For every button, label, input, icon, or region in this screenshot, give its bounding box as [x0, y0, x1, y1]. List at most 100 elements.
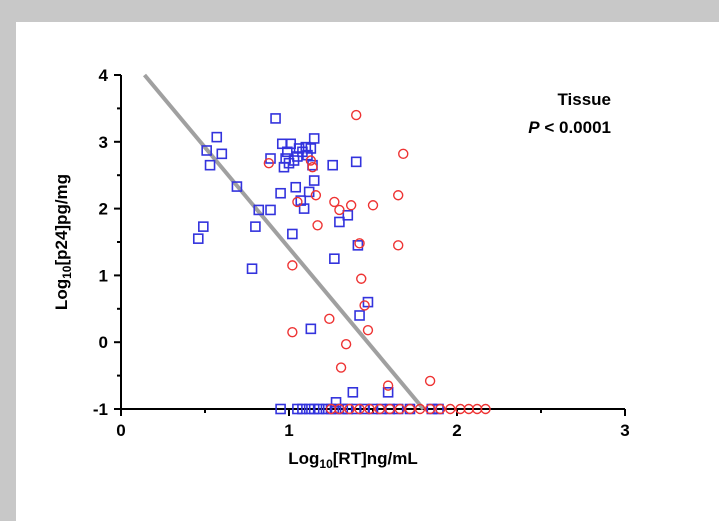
regression-line — [142, 73, 425, 411]
data-point-circle — [345, 200, 357, 211]
data-point-circle — [307, 161, 318, 173]
data-point-circle — [351, 109, 362, 121]
data-point-square — [211, 131, 223, 143]
y-axis-title-base: Log — [52, 279, 71, 310]
data-point-square — [334, 216, 345, 228]
data-point-square — [347, 386, 359, 398]
data-point-circle — [424, 403, 436, 415]
data-point-circle — [334, 204, 345, 216]
x-tick-label: 0 — [116, 421, 125, 440]
annotation-tissue: Tissue — [557, 90, 611, 109]
x-axis-title-base: Log — [288, 449, 319, 468]
data-point-circle — [335, 362, 347, 373]
data-point-square — [308, 175, 320, 186]
data-point-square — [342, 209, 354, 221]
data-point-square — [290, 181, 302, 193]
data-point-square — [275, 403, 286, 415]
data-point-circle — [394, 403, 406, 415]
data-point-circle — [292, 196, 303, 208]
data-point-circle — [398, 148, 409, 160]
y-tick-label: 3 — [99, 133, 108, 152]
x-axis-title-rest: [RT]ng/mL — [333, 449, 418, 468]
data-point-circle — [356, 273, 367, 284]
data-point-circle — [393, 240, 404, 251]
data-point-circle — [340, 339, 352, 350]
data-point-square — [231, 181, 243, 192]
data-point-circle — [263, 157, 275, 169]
x-tick-label: 1 — [284, 421, 293, 440]
data-point-circle — [305, 155, 317, 166]
data-point-square — [192, 233, 204, 244]
data-point-square — [297, 403, 308, 415]
data-point-square — [270, 113, 281, 124]
data-point-square — [298, 203, 310, 214]
y-ticks: -1 0 1 2 3 4 — [93, 66, 121, 419]
data-point-circle — [287, 326, 298, 338]
data-point-circle — [480, 403, 491, 415]
data-point-square — [201, 145, 212, 156]
data-point-circle — [354, 238, 365, 249]
y-tick-label: 2 — [99, 200, 108, 219]
data-point-square — [216, 148, 228, 160]
y-tick-label: 4 — [99, 66, 109, 85]
data-point-circle — [445, 403, 456, 415]
y-tick-label: 1 — [99, 266, 108, 285]
data-point-square — [246, 263, 258, 275]
y-tick-label: -1 — [93, 400, 108, 419]
data-point-circle — [359, 300, 370, 311]
data-point-circle — [312, 220, 323, 231]
y-tick-label: 0 — [99, 333, 108, 352]
x-axis-title: Log10[RT]ng/mL — [288, 449, 418, 471]
data-point-circle — [310, 190, 322, 201]
data-point-circle — [362, 324, 374, 336]
data-point-square — [329, 253, 340, 264]
data-point-circle — [414, 403, 426, 415]
y-axis-title-rest: [p24]pg/mg — [52, 174, 71, 266]
data-point-circle — [354, 403, 365, 415]
data-point-square — [354, 310, 365, 321]
data-point-circle — [329, 196, 340, 208]
data-point-circle — [404, 403, 416, 415]
data-point-square — [265, 153, 276, 164]
x-tick-label: 2 — [452, 421, 461, 440]
data-point-square — [275, 187, 286, 199]
data-point-square — [352, 240, 364, 251]
data-point-square — [327, 159, 338, 171]
data-point-circle — [384, 403, 395, 415]
annotation-p-value: P < 0.0001 — [528, 118, 611, 137]
axes: 0 1 2 3 -1 0 1 2 3 4 — [93, 66, 630, 440]
annotation-p-rest: < 0.0001 — [540, 118, 611, 137]
data-point-square — [204, 159, 216, 171]
data-point-circle — [287, 260, 298, 271]
data-point-circle — [374, 403, 385, 415]
data-point-circle — [393, 190, 404, 201]
data-point-square — [330, 403, 342, 415]
data-point-square — [305, 323, 317, 335]
data-point-square — [293, 143, 305, 154]
data-point-circle — [382, 380, 394, 391]
y-axis-title-subscript: 10 — [60, 265, 74, 279]
data-point-circle — [435, 403, 446, 415]
data-point-square — [362, 296, 374, 308]
data-point-circle — [324, 313, 335, 325]
annotation-p-symbol: P — [528, 118, 540, 137]
data-point-circle — [367, 200, 379, 211]
x-tick-label: 3 — [620, 421, 629, 440]
y-axis-title: Log10[p24]pg/mg — [52, 174, 74, 310]
data-point-circle — [364, 403, 375, 415]
data-point-square — [350, 156, 362, 168]
data-point-square — [198, 221, 209, 232]
data-point-square — [250, 221, 261, 232]
data-point-circle — [424, 375, 436, 387]
data-point-square — [305, 143, 317, 154]
data-point-square — [302, 149, 313, 161]
data-point-square — [308, 133, 320, 144]
data-point-circle — [344, 403, 355, 415]
data-point-square — [265, 204, 276, 216]
data-point-circle — [334, 403, 345, 415]
data-point-square — [253, 204, 265, 216]
x-axis-title-subscript: 10 — [319, 457, 333, 471]
